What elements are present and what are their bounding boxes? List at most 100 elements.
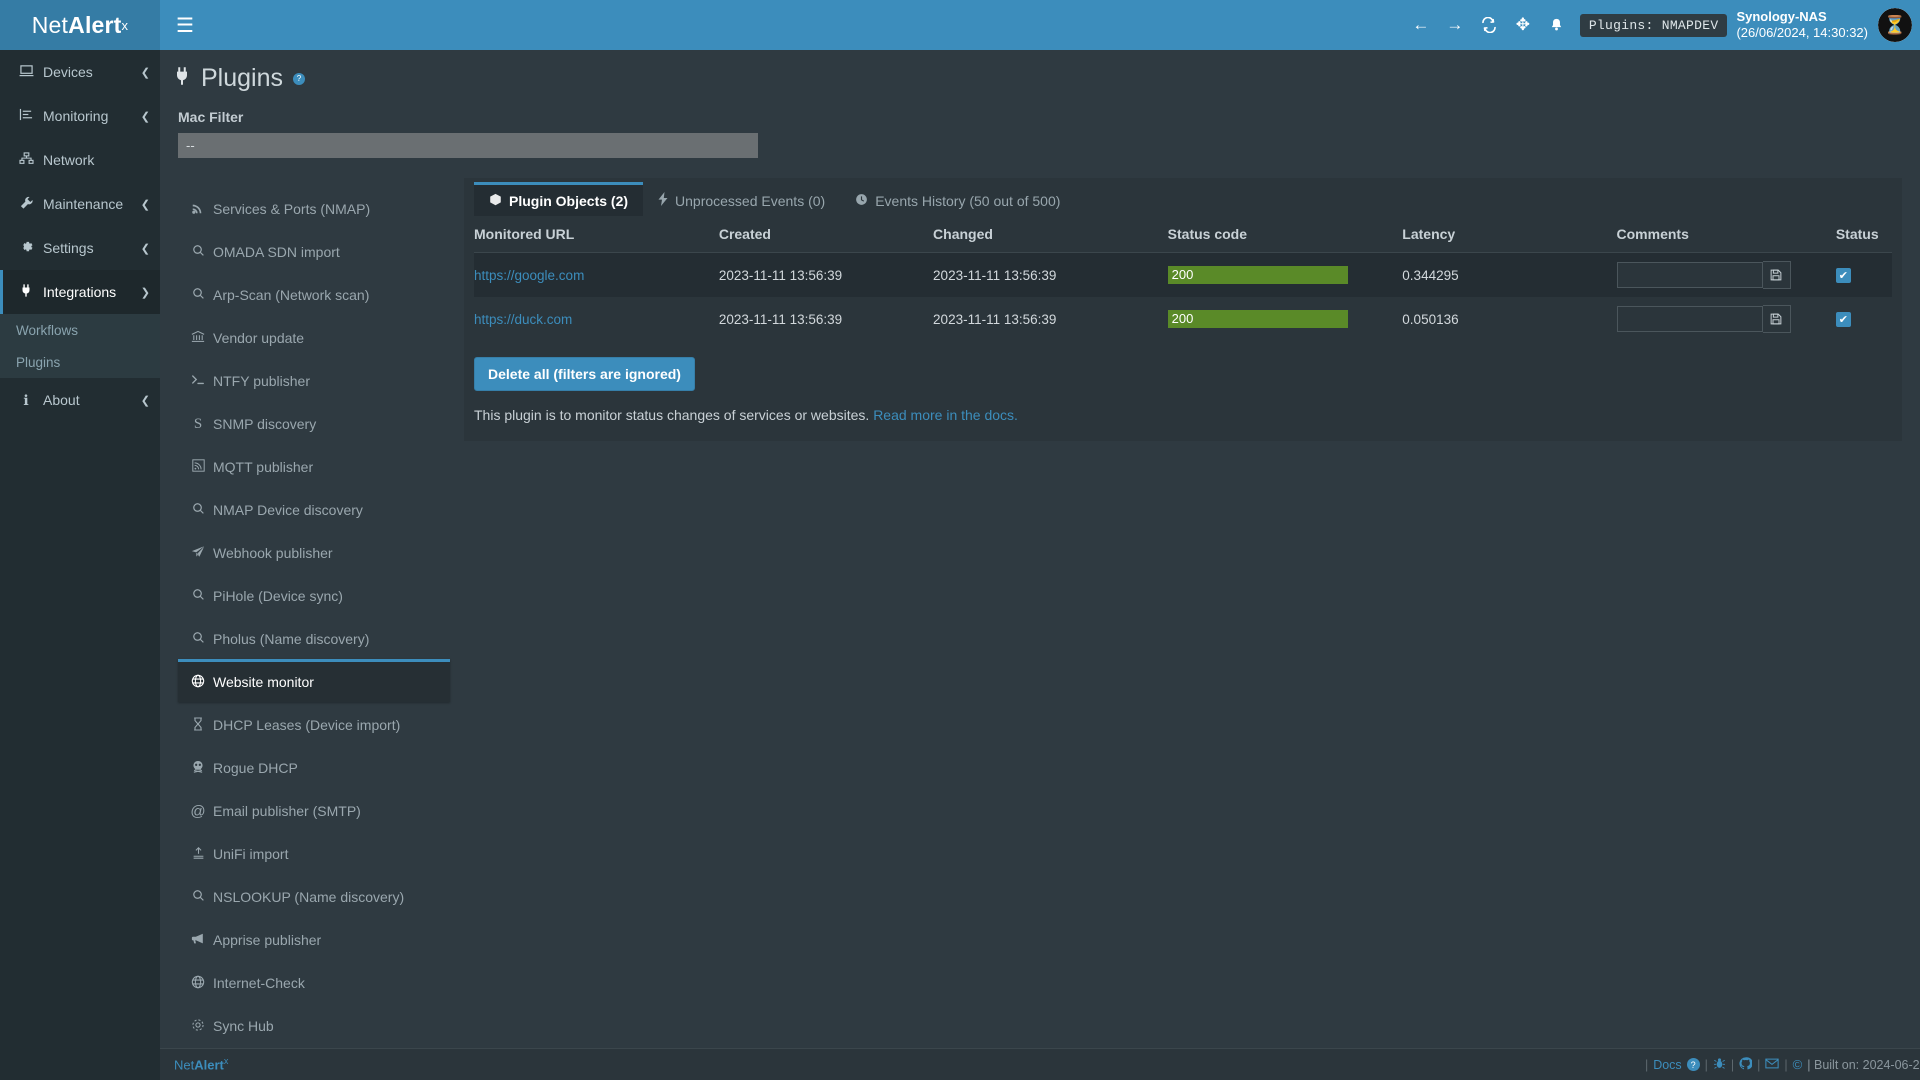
sidebar-item-maintenance[interactable]: Maintenance ❮ [0, 182, 160, 226]
comment-input[interactable] [1616, 262, 1763, 288]
sidebar-item-integrations[interactable]: Integrations ❯ [0, 270, 160, 314]
plugin-item-unifi-import[interactable]: UniFi import [178, 831, 450, 874]
mac-filter-label: Mac Filter [178, 109, 244, 125]
plugin-item-apprise-publisher[interactable]: Apprise publisher [178, 917, 450, 960]
column-header-changed[interactable]: Changed [933, 216, 1168, 253]
bolt-icon [658, 192, 668, 209]
plugin-item-label: Sync Hub [213, 1018, 274, 1034]
column-header-latency[interactable]: Latency [1402, 216, 1617, 253]
plugin-item-ntfy-publisher[interactable]: NTFY publisher [178, 358, 450, 401]
hourglass-icon [190, 716, 206, 734]
monitored-url-link[interactable]: https://duck.com [474, 311, 573, 327]
plugin-item-label: Services & Ports (NMAP) [213, 201, 371, 217]
cell-status: ✔ [1835, 297, 1892, 341]
cell-monitored-url: https://google.com [474, 253, 719, 298]
tab-events-history[interactable]: Events History (50 out of 500) [840, 182, 1075, 216]
sidebar-item-label: About [43, 392, 80, 408]
plugin-item-pihole-device-sync[interactable]: PiHole (Device sync) [178, 573, 450, 616]
status-checkbox[interactable]: ✔ [1835, 267, 1851, 283]
bug-icon[interactable] [1713, 1057, 1726, 1073]
tab-label: Events History (50 out of 500) [875, 192, 1061, 209]
plugin-item-dhcp-leases[interactable]: DHCP Leases (Device import) [178, 702, 450, 745]
docs-link[interactable]: Read more in the docs. [873, 407, 1018, 423]
info-icon: ℹ [23, 391, 29, 408]
page-title: Plugins ? [172, 64, 305, 93]
save-icon[interactable] [1762, 305, 1791, 333]
tab-label: Unprocessed Events (0) [675, 192, 826, 209]
tab-plugin-objects[interactable]: Plugin Objects (2) [474, 182, 644, 216]
move-icon[interactable]: ✥ [1515, 15, 1530, 34]
tab-unprocessed-events[interactable]: Unprocessed Events (0) [643, 182, 840, 216]
delete-all-button[interactable]: Delete all (filters are ignored) [474, 357, 695, 391]
cell-created: 2023-11-11 13:56:39 [718, 311, 843, 327]
sidebar-item-network[interactable]: Network [0, 138, 160, 182]
sidebar-item-monitoring[interactable]: Monitoring ❮ [0, 94, 160, 138]
column-header-comments[interactable]: Comments [1616, 216, 1836, 253]
column-header-status-code[interactable]: Status code [1167, 216, 1403, 253]
bell-icon[interactable] [1540, 0, 1574, 50]
back-arrow-icon[interactable]: ← [1412, 15, 1430, 34]
mac-filter-input[interactable]: -- [178, 133, 758, 158]
footer-brand[interactable]: NetAlertx [174, 1056, 228, 1072]
sidebar-item-workflows[interactable]: Workflows [0, 314, 160, 346]
sidebar-item-settings[interactable]: Settings ❮ [0, 226, 160, 270]
plugin-item-label: NSLOOKUP (Name discovery) [213, 889, 405, 905]
plugin-item-label: SNMP discovery [213, 416, 317, 432]
plugin-item-mqtt-publisher[interactable]: MQTT publisher [178, 444, 450, 487]
network-icon [17, 152, 35, 168]
plugin-item-email-publisher-smtp[interactable]: @ Email publisher (SMTP) [178, 788, 450, 831]
footer-docs-link[interactable]: Docs [1653, 1057, 1682, 1072]
save-icon[interactable] [1762, 261, 1791, 289]
table-row: https://google.com 2023-11-11 13:56:39 2… [474, 252, 1892, 298]
sidebar-item-devices[interactable]: Devices ❮ [0, 50, 160, 94]
help-badge-icon[interactable]: ? [293, 72, 305, 85]
app-logo[interactable]: Net Alert x [0, 0, 160, 50]
plugin-item-rogue-dhcp[interactable]: Rogue DHCP [178, 745, 450, 788]
avatar[interactable]: ⏳ [1878, 8, 1912, 42]
plugin-item-snmp-discovery[interactable]: S SNMP discovery [178, 401, 450, 444]
cell-created: 2023-11-11 13:56:39 [718, 267, 843, 283]
main-split: Services & Ports (NMAP) OMADA SDN import… [160, 158, 1920, 1046]
plugin-item-label: Webhook publisher [213, 545, 333, 561]
broadcast-icon [190, 201, 206, 218]
copyright-icon[interactable]: © [1792, 1057, 1803, 1072]
forward-arrow-icon[interactable]: → [1446, 15, 1464, 34]
chevron-left-icon: ❮ [140, 394, 150, 407]
plugin-item-services-ports-nmap[interactable]: Services & Ports (NMAP) [178, 186, 450, 229]
plugin-item-sync-hub[interactable]: Sync Hub [178, 1003, 450, 1046]
column-header-status[interactable]: Status [1835, 216, 1892, 253]
refresh-icon[interactable] [1472, 0, 1506, 50]
column-header-monitored-url[interactable]: Monitored URL [474, 216, 719, 253]
monitored-url-link[interactable]: https://google.com [474, 267, 585, 283]
sidebar-item-label: Monitoring [43, 108, 109, 124]
comment-input[interactable] [1616, 306, 1763, 332]
terminal-icon [190, 373, 206, 389]
sidebar-item-plugins[interactable]: Plugins [0, 346, 160, 378]
plugin-item-website-monitor[interactable]: Website monitor [178, 659, 450, 702]
github-icon[interactable] [1739, 1056, 1754, 1073]
paper-plane-icon [190, 545, 206, 561]
plugin-item-webhook-publisher[interactable]: Webhook publisher [178, 530, 450, 573]
plugin-item-omada-sdn-import[interactable]: OMADA SDN import [178, 229, 450, 272]
mail-icon[interactable] [1765, 1057, 1780, 1072]
help-badge-icon[interactable]: ? [1686, 1058, 1700, 1071]
column-header-created[interactable]: Created [718, 216, 934, 253]
wrench-icon [17, 196, 35, 213]
plugin-item-pholus-name-discovery[interactable]: Pholus (Name discovery) [178, 616, 450, 659]
plugin-item-internet-check[interactable]: Internet-Check [178, 960, 450, 1003]
sidebar-subitem-label: Workflows [16, 322, 79, 338]
page-header: Plugins ? [160, 50, 1920, 93]
plugin-detail-panel: Plugin Objects (2) Unprocessed Events (0… [464, 178, 1902, 441]
host-info: Synology-NAS (26/06/2024, 14:30:32) [1736, 9, 1878, 41]
plugin-item-vendor-update[interactable]: Vendor update [178, 315, 450, 358]
chevron-left-icon: ❮ [140, 110, 150, 123]
plugin-context-pill: Plugins: NMAPDEV [1579, 13, 1728, 37]
status-checkbox[interactable]: ✔ [1835, 311, 1851, 327]
plugin-item-arp-scan[interactable]: Arp-Scan (Network scan) [178, 272, 450, 315]
plugin-item-label: Pholus (Name discovery) [213, 631, 370, 647]
sync-icon [190, 1018, 206, 1035]
plugin-item-nslookup[interactable]: NSLOOKUP (Name discovery) [178, 874, 450, 917]
hamburger-icon[interactable]: ☰ [176, 14, 194, 37]
plugin-item-nmap-device-discovery[interactable]: NMAP Device discovery [178, 487, 450, 530]
sidebar-item-about[interactable]: ℹ About ❮ [0, 378, 160, 422]
